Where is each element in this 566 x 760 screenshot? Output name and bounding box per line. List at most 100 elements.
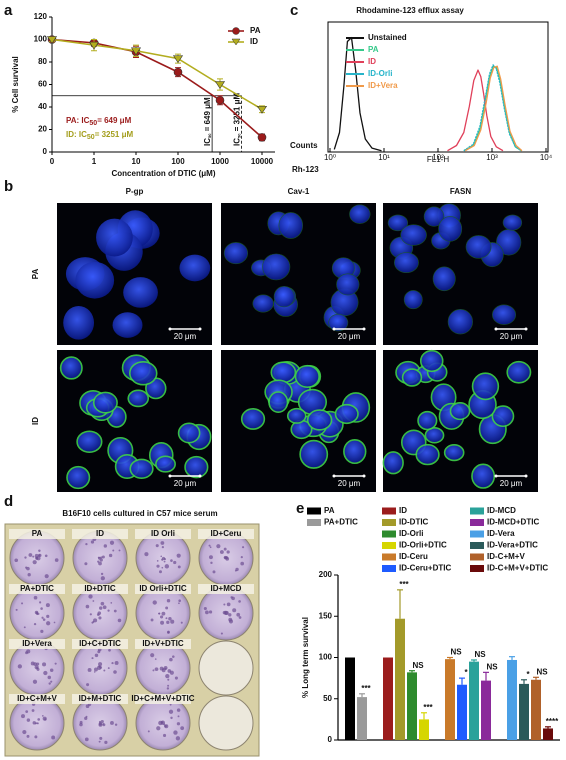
colony (166, 687, 170, 690)
scale-bar-label: 20 μm (500, 479, 523, 488)
colony (36, 667, 40, 671)
colony (228, 613, 232, 617)
colony (111, 661, 114, 665)
colony (240, 556, 243, 559)
colony (42, 662, 47, 667)
colony (45, 603, 50, 608)
colony (100, 556, 103, 559)
legend-swatch (470, 507, 484, 515)
marker (172, 55, 184, 64)
colony (238, 616, 242, 619)
legend-label: ID (399, 506, 407, 515)
significance-label: *** (423, 703, 433, 712)
legend-label: ID-DTIC (399, 518, 429, 527)
marker (257, 133, 267, 142)
cell (393, 252, 419, 274)
well-label: ID+M+DTIC (79, 694, 122, 703)
panel-letter: c (290, 2, 298, 19)
y-tick-label: 60 (38, 80, 47, 89)
colony (175, 736, 181, 741)
colony (87, 668, 92, 672)
well-label: PA+DTIC (20, 584, 54, 593)
well (198, 640, 254, 696)
colony (24, 556, 27, 559)
cell (262, 253, 291, 281)
legend-label: PA (324, 506, 335, 515)
colony (23, 626, 26, 629)
bar (419, 719, 429, 740)
legend-swatch (470, 565, 484, 572)
bar (481, 680, 491, 740)
y-tick-label: 100 (319, 653, 333, 662)
text-part: ID: IC (66, 130, 87, 139)
colony (236, 612, 241, 617)
colony (161, 556, 166, 560)
colony (49, 668, 54, 673)
cell (328, 313, 349, 332)
subscript: 50 (237, 133, 242, 138)
colony (32, 560, 37, 565)
text-part: PA: IC (66, 116, 90, 125)
panel-letter: d (4, 493, 13, 510)
colony (161, 566, 164, 569)
cell (492, 304, 517, 325)
cell (294, 364, 320, 389)
colony (173, 560, 177, 565)
significance-label: NS (450, 648, 462, 657)
colony (43, 670, 48, 676)
colony (26, 566, 30, 571)
colony (216, 544, 221, 549)
ic50-annotation: PA: IC50= 649 μM (66, 116, 132, 127)
bar (457, 684, 467, 740)
colony (240, 561, 245, 566)
bar (345, 657, 355, 740)
colony (46, 614, 50, 618)
marker (88, 41, 100, 50)
colony (158, 612, 160, 615)
colony (110, 602, 113, 604)
text-part: IC (233, 138, 242, 146)
well-label: ID+C+DTIC (79, 639, 121, 648)
colony (219, 550, 224, 554)
colony (53, 621, 56, 624)
colony (234, 569, 237, 572)
scale-bar-end (198, 474, 202, 478)
text-part: = 3251 μM (233, 93, 242, 134)
column-title: Cav-1 (288, 187, 310, 196)
y-tick-label: 150 (319, 611, 333, 620)
bar (519, 683, 529, 740)
legend-label: ID-Ceru+DTIC (399, 564, 451, 573)
text-part: = 649 μM (203, 97, 212, 134)
colony (28, 553, 33, 557)
colony (89, 613, 92, 616)
well-label: ID+Vera (22, 639, 52, 648)
cell (177, 422, 201, 444)
colony (203, 606, 207, 611)
colony (46, 621, 51, 626)
colony (44, 718, 47, 721)
colony (98, 720, 102, 724)
label-tag (72, 584, 128, 594)
well-label: ID+DTIC (84, 584, 116, 593)
legend-swatch (382, 553, 396, 561)
bar (407, 672, 417, 740)
ic50-annotation: ID: IC50= 3251 μM (66, 130, 133, 141)
colony (144, 552, 149, 557)
cell (252, 294, 274, 313)
cell (387, 214, 409, 232)
cell (299, 439, 329, 469)
colony (41, 616, 44, 619)
legend-label: ID-Orli+DTIC (399, 541, 447, 550)
row-title: PA (31, 269, 40, 280)
colony (84, 562, 88, 566)
y-tick-label: 120 (34, 12, 48, 21)
column-title: P-gp (126, 187, 144, 196)
colony (32, 721, 36, 725)
colony (98, 665, 101, 668)
series-line (51, 38, 263, 110)
y-axis-label: % Cell survival (11, 56, 20, 112)
significance-label: *** (361, 684, 371, 693)
cell (268, 391, 289, 414)
colony (51, 735, 56, 740)
legend-label: PA+DTIC (324, 518, 358, 527)
